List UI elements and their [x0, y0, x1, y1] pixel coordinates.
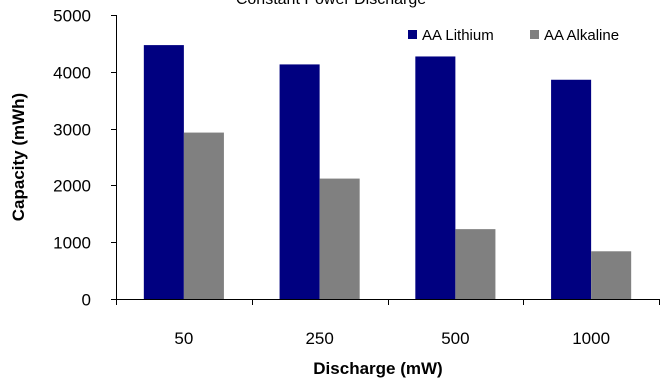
bars — [143, 45, 632, 299]
bar-aa-lithium-250 — [279, 64, 320, 299]
y-tick-label: 3000 — [53, 121, 91, 140]
y-tick-label: 4000 — [53, 64, 91, 83]
y-tick-label: 5000 — [53, 7, 91, 26]
bar-aa-alkaline-1000 — [591, 251, 632, 299]
x-axis-ticks: 50 250 500 1000 — [116, 299, 660, 348]
bar-aa-lithium-500 — [415, 56, 456, 299]
x-axis-title: Discharge (mW) — [313, 359, 442, 378]
legend-swatch-aa-alkaline — [530, 30, 539, 39]
y-tick-label: 0 — [82, 291, 91, 310]
y-tick-label: 2000 — [53, 177, 91, 196]
y-axis-title: Capacity (mWh) — [9, 93, 28, 221]
x-tick-label: 50 — [174, 329, 193, 348]
chart-title: Constant Power Discharge — [236, 0, 426, 8]
legend-label: AA Alkaline — [544, 27, 619, 44]
y-tick-label: 1000 — [53, 234, 91, 253]
bar-aa-alkaline-250 — [319, 178, 360, 299]
bar-aa-alkaline-50 — [183, 132, 224, 299]
plot-area: 0 1000 2000 3000 4000 5000 50 250 500 1000 — [53, 7, 660, 348]
x-tick-label: 250 — [305, 329, 333, 348]
bar-aa-lithium-50 — [143, 45, 184, 299]
y-axis-ticks: 0 1000 2000 3000 4000 5000 — [53, 7, 116, 310]
legend: AA Lithium AA Alkaline — [408, 27, 619, 44]
legend-label: AA Lithium — [422, 27, 494, 44]
bar-aa-lithium-1000 — [551, 79, 592, 299]
x-tick-label: 1000 — [572, 329, 610, 348]
x-tick-label: 500 — [441, 329, 469, 348]
legend-swatch-aa-lithium — [408, 30, 417, 39]
bar-aa-alkaline-500 — [455, 229, 496, 299]
